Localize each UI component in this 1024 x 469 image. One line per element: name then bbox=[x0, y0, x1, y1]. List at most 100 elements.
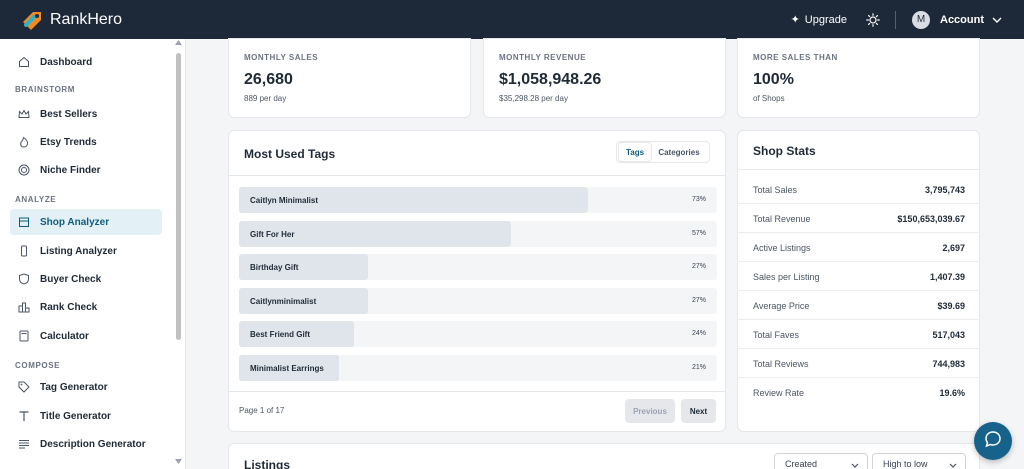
tag-row: Birthday Gift 27% bbox=[239, 254, 717, 281]
sidebar-item-description-generator[interactable]: Description Generator bbox=[10, 431, 162, 457]
card-title: Shop Stats bbox=[753, 144, 816, 158]
header-divider bbox=[895, 10, 896, 29]
page-info: Page 1 of 17 bbox=[239, 406, 285, 415]
stat-value: 26,680 bbox=[244, 71, 293, 88]
sidebar-scrollbar[interactable] bbox=[174, 39, 183, 469]
tag-usage-bar bbox=[239, 355, 340, 381]
sidebar-item-label: Listing Analyzer bbox=[40, 245, 117, 257]
sidebar-item-label: Etsy Trends bbox=[40, 136, 97, 148]
scrollbar-thumb[interactable] bbox=[176, 53, 181, 340]
shop-stat-value: 2,697 bbox=[942, 243, 965, 253]
tag-name: Caitlynminimalist bbox=[250, 296, 317, 306]
shop-stat-label: Total Sales bbox=[753, 185, 798, 195]
shop-stats-card: Shop Stats Total Sales 3,795,743 Total Rev… bbox=[737, 130, 980, 432]
tag-percentage: 27% bbox=[691, 263, 706, 271]
shop-stat-row: Total Faves 517,043 bbox=[738, 320, 980, 349]
stat-sub: of Shops bbox=[753, 94, 785, 103]
monthly-sales-card: MONTHLY SALES 26,680 889 per day bbox=[228, 38, 471, 118]
tag-icon bbox=[18, 381, 30, 393]
tag-percentage: 57% bbox=[691, 229, 706, 237]
most-used-tags-card: Most Used Tags Tags Categories Caitlyn M… bbox=[228, 130, 726, 432]
avatar[interactable]: M bbox=[912, 10, 930, 29]
stat-label: MONTHLY SALES bbox=[244, 53, 319, 62]
shop-stat-value: 3,795,743 bbox=[924, 185, 965, 195]
shop-stat-row: Total Reviews 744,983 bbox=[738, 349, 980, 378]
shop-stat-row: Total Sales 3,795,743 bbox=[738, 175, 980, 204]
sidebar-item-label: Calculator bbox=[40, 330, 89, 342]
upgrade-label: Upgrade bbox=[804, 13, 847, 26]
sidebar-item-label: Best Sellers bbox=[40, 108, 98, 120]
divider bbox=[229, 391, 725, 392]
sort-order-select[interactable]: High to low bbox=[872, 453, 966, 469]
sidebar: Dashboard BRAINSTORM Best Sellers Etsy T… bbox=[0, 39, 186, 469]
stat-label: MONTHLY REVENUE bbox=[499, 53, 587, 62]
tag-percentage: 21% bbox=[691, 364, 706, 371]
brand-name: RankHero bbox=[50, 10, 123, 28]
top-navbar: RankHero ✦ Upgrade M Account bbox=[0, 0, 1024, 39]
chat-support-button[interactable] bbox=[974, 422, 1012, 460]
shop-stat-row: Active Listings 2,697 bbox=[738, 233, 980, 262]
sparkle-icon: ✦ bbox=[790, 14, 800, 26]
stat-value: 100% bbox=[753, 71, 794, 88]
sidebar-item-rank-check[interactable]: Rank Check bbox=[10, 294, 162, 320]
previous-button[interactable]: Previous bbox=[625, 399, 675, 423]
shop-stat-label: Sales per Listing bbox=[753, 272, 820, 282]
podium-icon bbox=[18, 301, 30, 313]
sidebar-item-dashboard[interactable]: Dashboard bbox=[10, 49, 162, 75]
tag-usage-bar bbox=[239, 287, 369, 314]
shop-stat-value: $150,653,039.67 bbox=[897, 214, 965, 224]
sidebar-item-label: Description Generator bbox=[40, 438, 146, 450]
shop-stat-row: Total Revenue $150,653,039.67 bbox=[738, 204, 980, 233]
sidebar-item-tag-generator[interactable]: Tag Generator bbox=[10, 374, 162, 400]
tag-row: Caitlynminimalist 27% bbox=[239, 287, 717, 314]
stat-value: $1,058,948.26 bbox=[499, 71, 602, 88]
chevron-down-icon[interactable] bbox=[992, 15, 1002, 25]
sidebar-item-niche-finder[interactable]: Niche Finder bbox=[10, 157, 162, 183]
more-sales-than-card: MORE SALES THAN 100% of Shops bbox=[737, 38, 980, 118]
stat-sub: 889 per day bbox=[244, 94, 287, 103]
sidebar-item-label: Shop Analyzer bbox=[40, 216, 110, 228]
scroll-up-arrow-icon[interactable] bbox=[174, 40, 183, 48]
theme-toggle-sun-icon[interactable] bbox=[865, 12, 881, 28]
home-icon bbox=[18, 56, 30, 68]
sort-field-select[interactable]: Created bbox=[774, 453, 868, 469]
divider bbox=[738, 169, 979, 170]
lines-icon bbox=[18, 438, 30, 450]
tag-usage-bar bbox=[239, 321, 354, 348]
sidebar-item-listing-analyzer[interactable]: Listing Analyzer bbox=[10, 238, 162, 264]
sidebar-item-etsy-trends[interactable]: Etsy Trends bbox=[10, 129, 162, 155]
next-button[interactable]: Next bbox=[681, 399, 716, 423]
chevron-down-icon bbox=[949, 460, 957, 469]
tag-name: Minimalist Earrings bbox=[250, 364, 324, 373]
shop-stat-label: Total Reviews bbox=[753, 359, 809, 369]
sidebar-item-best-sellers[interactable]: Best Sellers bbox=[10, 101, 162, 127]
tab-categories[interactable]: Categories bbox=[658, 147, 700, 157]
sidebar-item-title-generator[interactable]: Title Generator bbox=[10, 403, 162, 429]
shop-stat-label: Total Faves bbox=[753, 330, 800, 340]
tag-percentage: 27% bbox=[691, 296, 706, 304]
sidebar-item-calculator[interactable]: Calculator bbox=[10, 323, 162, 349]
tag-row: Best Friend Gift 24% bbox=[239, 321, 717, 348]
sidebar-item-label: Buyer Check bbox=[40, 273, 102, 285]
account-menu-label[interactable]: Account bbox=[940, 13, 984, 26]
shop-stat-label: Review Rate bbox=[753, 388, 805, 398]
shop-stat-label: Total Revenue bbox=[753, 214, 811, 224]
chat-bubble-icon bbox=[984, 430, 1002, 453]
tags-categories-toggle: Tags Categories bbox=[616, 141, 710, 163]
sidebar-item-label: Niche Finder bbox=[40, 164, 101, 176]
stat-sub: $35,298.28 per day bbox=[499, 94, 568, 103]
section-compose: COMPOSE bbox=[15, 361, 61, 370]
sort-field-value: Created bbox=[785, 459, 818, 469]
upgrade-button[interactable]: ✦ Upgrade bbox=[790, 13, 847, 27]
shop-stat-label: Active Listings bbox=[753, 243, 811, 253]
scroll-down-arrow-icon[interactable] bbox=[174, 459, 183, 467]
brand[interactable]: RankHero bbox=[20, 9, 122, 31]
text-icon bbox=[18, 410, 30, 422]
shop-stat-value: 1,407.39 bbox=[929, 272, 965, 282]
calculator-icon bbox=[18, 330, 30, 342]
sidebar-item-shop-analyzer[interactable]: Shop Analyzer bbox=[10, 209, 162, 235]
tab-tags[interactable]: Tags bbox=[619, 143, 651, 161]
sidebar-item-buyer-check[interactable]: Buyer Check bbox=[10, 266, 162, 292]
sidebar-item-label: Tag Generator bbox=[40, 381, 108, 393]
section-analyze: ANALYZE bbox=[15, 195, 57, 204]
